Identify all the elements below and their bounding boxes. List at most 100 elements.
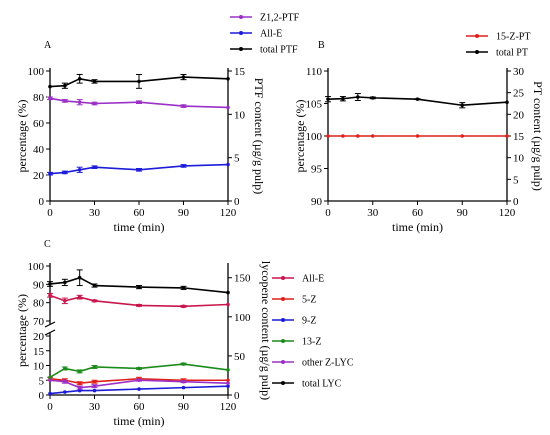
C-series-5-point: [63, 280, 67, 285]
panel-C: C0 30 60 90 12005101520708090100050100150tim…: [15, 239, 354, 428]
C-series-4-point: [48, 378, 52, 383]
A-legend-marker: [239, 47, 243, 51]
C-series-3-point: [48, 375, 52, 380]
A-series-0-point: [48, 96, 52, 101]
B-legend-marker: [475, 50, 479, 54]
B-series-0-point: [370, 134, 375, 138]
y-tick-label: 100: [28, 66, 45, 78]
y2-tick-label: 0: [234, 196, 240, 208]
y-tick-label: 95: [311, 164, 323, 176]
A-series-1-point: [48, 171, 52, 176]
y-tick-label: 10: [33, 361, 45, 373]
y-tick-label: 90: [33, 279, 45, 291]
y2-tick-label: 100: [234, 312, 251, 324]
C-series-5-point: [181, 286, 186, 290]
x-tick-label: 90: [457, 207, 469, 219]
A-series-2-point: [63, 83, 67, 88]
x-tick-label: 90: [178, 207, 190, 219]
C-series-4-point: [181, 379, 186, 384]
B-series-1-point: [370, 96, 375, 100]
A-series-1-point: [181, 164, 186, 168]
x-tick-label: 60: [412, 207, 424, 219]
B-series-1-point: [356, 95, 360, 99]
x-tick-label: 120: [499, 207, 516, 219]
A-series-1-point: [137, 168, 141, 172]
axis-break-mark: [44, 321, 56, 328]
y-tick-label: 15: [33, 346, 45, 358]
x-axis-label: time (min): [114, 414, 165, 428]
B-legend-label: total PT: [496, 48, 528, 59]
C-series-4-point: [137, 378, 141, 383]
C-legend-marker: [281, 276, 285, 280]
A-series-2-point: [77, 77, 82, 81]
C-series-2-point: [181, 385, 186, 390]
C-legend-label: All-E: [302, 274, 324, 285]
C-legend-label: 5-Z: [302, 295, 316, 306]
B-series-1-point: [341, 96, 345, 101]
C-series-5-point: [48, 282, 52, 286]
x-tick-label: 60: [134, 401, 146, 413]
y-tick-label: 105: [306, 99, 323, 111]
A-series-0-point: [226, 105, 230, 110]
y-tick-label: 70: [33, 316, 45, 328]
y2-axis-label: lycopene content (µg/g pulp): [259, 261, 273, 400]
y-tick-label: 80: [33, 92, 45, 104]
y-tick-label: 110: [306, 66, 323, 78]
C-legend-label: total LYC: [302, 379, 342, 390]
y2-tick-label: 10: [234, 109, 246, 121]
y-tick-label: 60: [33, 118, 45, 130]
A-series-2-point: [226, 77, 230, 81]
x-tick-label: 0: [325, 207, 331, 219]
B-legend-marker: [475, 34, 479, 38]
C-series-0-point: [63, 299, 67, 303]
A-series-2-point: [48, 84, 52, 89]
y2-tick-label: 10: [513, 153, 525, 165]
B-series-0-point: [356, 134, 360, 138]
C-series-0-point: [92, 299, 97, 303]
C-series-0-point: [137, 303, 141, 308]
y2-tick-label: 15: [513, 131, 525, 143]
y-axis-label: percentage (%): [293, 100, 307, 173]
A-series-2-point: [92, 79, 97, 84]
x-tick-label: 30: [367, 207, 379, 219]
A-series-0-point: [181, 104, 186, 108]
B-series-0-point: [460, 134, 465, 138]
A-legend-label: Z1,2-PTF: [260, 13, 300, 24]
C-legend-marker: [281, 318, 285, 322]
A-legend-marker: [239, 31, 243, 35]
x-tick-label: 120: [220, 207, 237, 219]
y-tick-label: 20: [33, 331, 45, 343]
y2-tick-label: 15: [234, 66, 246, 78]
y2-tick-label: 20: [513, 109, 525, 121]
A-series-2-point: [137, 79, 141, 84]
C-legend-marker: [281, 297, 285, 301]
C-series-1-point: [77, 381, 82, 386]
B-series-0-point: [415, 134, 420, 138]
C-series-2-point: [63, 390, 67, 394]
y2-tick-label: 0: [234, 390, 240, 402]
panel-B: B 0 30 60 90 120 90 95 100 105 110 0 5 10 15 20 25 30 time…: [293, 32, 545, 235]
C-legend-label: other Z-LYC: [302, 358, 354, 369]
C-series-1-point: [92, 379, 97, 384]
y2-tick-label: 150: [234, 273, 251, 285]
x-tick-label: 30: [89, 401, 101, 413]
y-tick-label: 20: [33, 170, 45, 182]
A-series-0-point: [92, 101, 97, 106]
x-tick-label: 90: [178, 401, 190, 413]
y2-tick-label: 5: [513, 174, 519, 186]
B-series-1-point: [415, 97, 420, 101]
C-series-5-point: [226, 290, 230, 295]
B-series-0-point: [505, 134, 509, 138]
A-series-0-point: [63, 99, 67, 103]
A-series-0-point: [77, 100, 82, 104]
C-series-5-point: [92, 283, 97, 288]
y-axis-label: percentage (%): [15, 294, 29, 367]
C-legend-marker: [281, 360, 285, 364]
y-tick-label: 90: [311, 196, 323, 208]
y-tick-label: 0: [39, 196, 45, 208]
C-series-2-point: [48, 391, 52, 396]
C-legend-marker: [281, 381, 285, 385]
C-series-0-point: [181, 304, 186, 309]
C-series-3-line: [49, 363, 229, 378]
